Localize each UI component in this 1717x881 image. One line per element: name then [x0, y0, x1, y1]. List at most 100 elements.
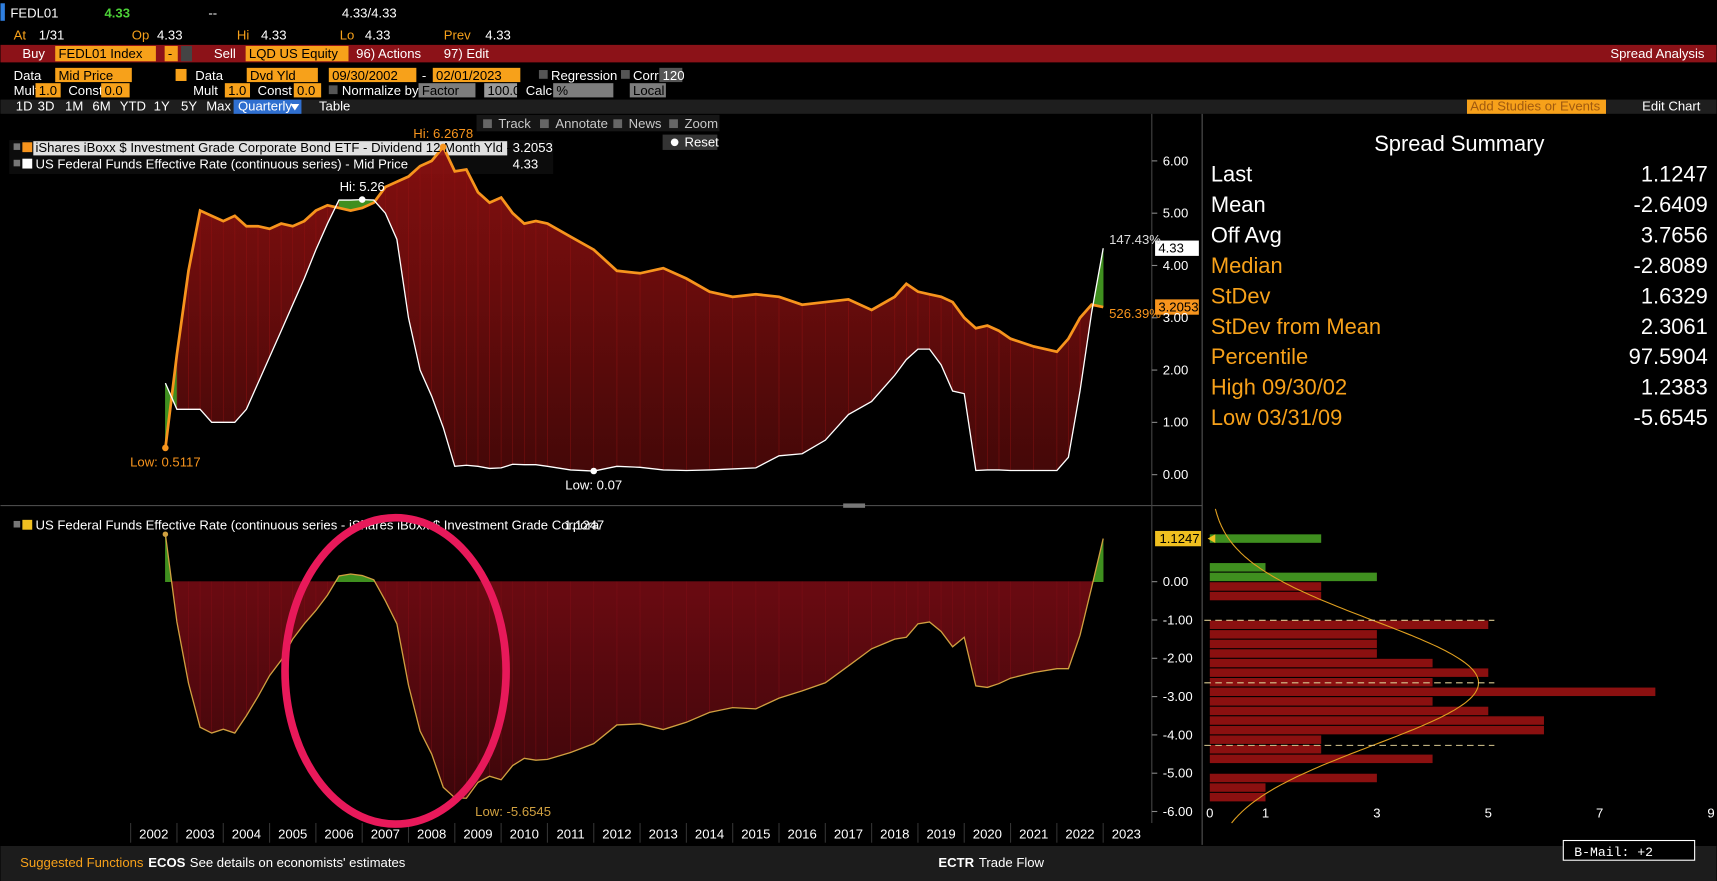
- studies-field[interactable]: [1466, 99, 1606, 114]
- suggested-functions[interactable]: Suggested Functions: [20, 855, 144, 870]
- extreme-point: [439, 143, 447, 151]
- last-value: 1.1247: [1159, 531, 1199, 546]
- legend-highlight[interactable]: [33, 141, 508, 156]
- input-field[interactable]: [553, 83, 614, 98]
- range-button[interactable]: 6M: [92, 99, 110, 114]
- extreme-label: Low: 0.5117: [130, 455, 201, 470]
- histogram-bar: [1209, 658, 1433, 668]
- spread-fill: [442, 146, 456, 467]
- reset-button[interactable]: [662, 134, 718, 150]
- histogram-bar: [1209, 668, 1489, 677]
- normal-curve: [1214, 508, 1480, 824]
- dropdown[interactable]: [181, 45, 193, 62]
- histogram-bar: [1209, 706, 1489, 716]
- input-field[interactable]: [293, 83, 322, 98]
- input-field[interactable]: [35, 83, 61, 98]
- setting-label: -: [422, 68, 426, 83]
- chart-tool[interactable]: News: [629, 116, 662, 131]
- input-field[interactable]: [659, 67, 683, 83]
- edit-chart[interactable]: Edit Chart: [1642, 99, 1701, 114]
- histogram-bar: [1209, 630, 1377, 639]
- legend-toggle[interactable]: [13, 520, 21, 528]
- resize-handle[interactable]: [843, 503, 866, 508]
- spread-fill: [234, 215, 247, 424]
- spread-area: [709, 581, 733, 713]
- spread-area: [825, 581, 849, 684]
- last-value: 4.33: [1158, 241, 1184, 256]
- spread-fill: [419, 160, 432, 397]
- range-button[interactable]: 1M: [65, 99, 83, 114]
- range-bar: [0, 99, 1717, 114]
- input-field[interactable]: [55, 67, 132, 83]
- range-button[interactable]: 3D: [38, 99, 55, 114]
- input-value: 02/01/2023: [436, 68, 502, 83]
- frequency-label: Quarterly: [238, 99, 292, 114]
- actions-menu[interactable]: 96) Actions: [356, 46, 421, 61]
- input-field[interactable]: [418, 83, 476, 98]
- active-marker: [0, 3, 5, 21]
- setting-label: Calc: [526, 83, 553, 98]
- range-button[interactable]: YTD: [120, 99, 146, 114]
- summary-value: 1.1247: [1641, 162, 1708, 187]
- y-tick-label: 1.00: [1163, 415, 1189, 430]
- input-field[interactable]: [629, 83, 666, 98]
- input-field[interactable]: [224, 83, 251, 98]
- spread-fill: [801, 301, 826, 455]
- x-tick-label: 2019: [926, 826, 955, 841]
- spread-area: [801, 581, 826, 692]
- bmail-box[interactable]: [1562, 839, 1696, 861]
- edit-menu[interactable]: 97) Edit: [444, 46, 490, 61]
- menu-button[interactable]: [164, 45, 178, 62]
- last-marker: [1207, 534, 1216, 543]
- input-field[interactable]: [328, 67, 417, 83]
- series-line: [164, 144, 1104, 449]
- spread-area: [524, 581, 537, 761]
- last-value-box: [1155, 530, 1202, 547]
- table-button[interactable]: Table: [319, 99, 350, 114]
- histogram-bar: [1209, 563, 1266, 572]
- checkbox[interactable]: [538, 70, 548, 79]
- setting-label: Const: [258, 83, 293, 98]
- bmail: B-Mail: +2: [1574, 845, 1653, 860]
- legend-toggle[interactable]: [13, 143, 21, 150]
- input-field[interactable]: [432, 67, 521, 83]
- function-code[interactable]: ECOS: [148, 855, 185, 870]
- checkbox[interactable]: [328, 85, 338, 95]
- chart-tool[interactable]: Zoom: [684, 116, 718, 131]
- y-tick-label: 0.00: [1163, 574, 1189, 589]
- hist-tick-label: 5: [1485, 806, 1492, 821]
- buy-label: Buy: [22, 46, 45, 61]
- frequency-button[interactable]: [233, 99, 302, 114]
- last-value: 3.2053: [1158, 299, 1198, 314]
- range-button[interactable]: 1Y: [154, 99, 170, 114]
- y-tick-label: 4.00: [1163, 258, 1189, 273]
- input-field[interactable]: [484, 83, 518, 98]
- range-button[interactable]: Max: [206, 99, 231, 114]
- spread-fill: [987, 325, 1000, 471]
- security-field[interactable]: [55, 45, 156, 62]
- spread-fill: [906, 283, 919, 361]
- input-field[interactable]: [101, 83, 130, 98]
- summary-label: High 09/30/02: [1211, 375, 1347, 400]
- spread-area: [778, 581, 803, 699]
- checkbox[interactable]: [621, 70, 630, 79]
- y-tick-label: -4.00: [1163, 727, 1193, 742]
- spread-area: [547, 581, 571, 760]
- range-button[interactable]: 5Y: [181, 99, 197, 114]
- legend-toggle[interactable]: [13, 159, 21, 167]
- extreme-label: Low: 0.07: [565, 478, 622, 493]
- input-field[interactable]: [246, 67, 318, 83]
- spread-area: [199, 581, 212, 734]
- input-value: Factor: [422, 83, 460, 98]
- range-button[interactable]: 1D: [16, 99, 33, 114]
- function-code[interactable]: ECTR: [938, 855, 974, 870]
- legend-swatch: [22, 519, 33, 530]
- security-field[interactable]: [245, 45, 349, 62]
- spread-fill: [512, 212, 525, 466]
- x-tick-label: 2016: [788, 826, 817, 841]
- summary-value: -2.6409: [1634, 192, 1708, 217]
- spread-area: [755, 581, 780, 710]
- chart-tool[interactable]: Annotate: [555, 116, 608, 131]
- chart-tool[interactable]: Track: [498, 116, 531, 131]
